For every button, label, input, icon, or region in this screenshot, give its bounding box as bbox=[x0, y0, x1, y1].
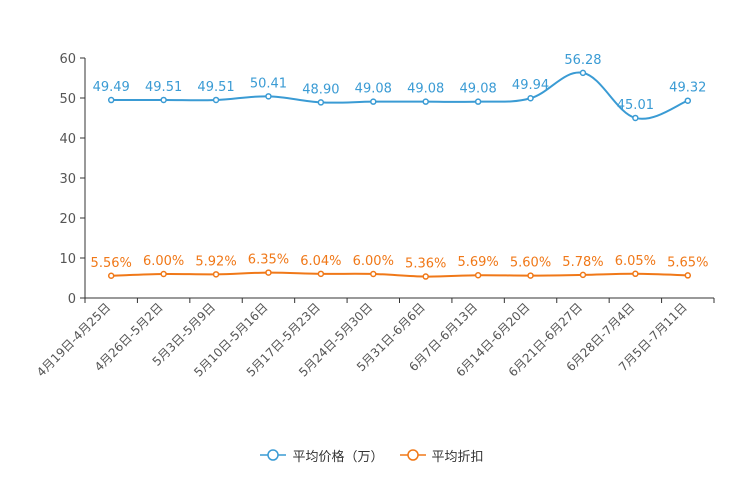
data-point[interactable] bbox=[632, 270, 639, 278]
data-point[interactable] bbox=[422, 273, 429, 280]
data-label: 49.08 bbox=[355, 82, 392, 97]
data-label: 6.05% bbox=[615, 254, 656, 269]
data-label: 49.08 bbox=[460, 82, 497, 97]
series-line-1 bbox=[111, 271, 688, 278]
data-label: 48.90 bbox=[302, 82, 339, 97]
y-tick-label: 0 bbox=[68, 292, 76, 307]
data-label: 5.78% bbox=[562, 255, 603, 270]
y-tick-label: 20 bbox=[59, 212, 76, 227]
data-label: 6.35% bbox=[248, 253, 289, 268]
data-point[interactable] bbox=[265, 269, 272, 276]
data-label: 5.56% bbox=[91, 256, 132, 271]
data-label: 49.08 bbox=[407, 82, 444, 97]
data-label: 49.51 bbox=[145, 80, 182, 95]
legend: 平均价格（万） 平均折扣 bbox=[0, 443, 744, 467]
data-label: 56.28 bbox=[564, 53, 601, 68]
data-point[interactable] bbox=[370, 270, 377, 278]
legend-item-price[interactable]: 平均价格（万） bbox=[260, 446, 384, 465]
data-label: 45.01 bbox=[617, 98, 654, 113]
data-label: 5.36% bbox=[405, 257, 446, 272]
data-point[interactable] bbox=[265, 93, 272, 100]
legend-price-marker bbox=[260, 449, 287, 461]
data-label: 49.94 bbox=[512, 78, 549, 93]
data-label: 6.00% bbox=[353, 254, 394, 269]
data-label: 6.04% bbox=[300, 254, 341, 269]
data-label: 5.60% bbox=[510, 256, 551, 271]
data-point[interactable] bbox=[474, 271, 482, 279]
data-point[interactable] bbox=[579, 69, 587, 77]
data-point[interactable] bbox=[212, 271, 220, 278]
data-point[interactable] bbox=[370, 98, 377, 105]
y-tick-label: 10 bbox=[59, 252, 76, 267]
data-point[interactable] bbox=[160, 270, 167, 278]
data-point[interactable] bbox=[579, 271, 587, 279]
data-label: 50.41 bbox=[250, 76, 287, 91]
data-label: 6.00% bbox=[143, 254, 184, 269]
data-point[interactable] bbox=[684, 272, 692, 279]
data-point[interactable] bbox=[684, 97, 692, 104]
data-label: 5.92% bbox=[195, 254, 236, 269]
legend-price-label: 平均价格（万） bbox=[292, 449, 384, 465]
data-point[interactable] bbox=[632, 114, 639, 122]
data-label: 5.65% bbox=[667, 255, 708, 270]
data-label: 49.51 bbox=[197, 80, 234, 95]
y-tick-label: 40 bbox=[59, 132, 76, 147]
data-point[interactable] bbox=[317, 270, 325, 278]
data-point[interactable] bbox=[527, 272, 534, 279]
data-point[interactable] bbox=[527, 94, 534, 102]
data-point[interactable] bbox=[212, 96, 220, 104]
legend-discount-label: 平均折扣 bbox=[431, 449, 484, 465]
y-tick-label: 50 bbox=[59, 92, 76, 107]
data-label: 5.69% bbox=[457, 255, 498, 270]
data-label: 49.49 bbox=[93, 80, 130, 95]
data-point[interactable] bbox=[160, 96, 167, 104]
legend-discount-marker bbox=[399, 449, 426, 461]
data-point[interactable] bbox=[107, 96, 115, 104]
data-point[interactable] bbox=[317, 99, 325, 106]
data-point[interactable] bbox=[474, 98, 482, 105]
data-point[interactable] bbox=[107, 272, 115, 280]
y-tick-label: 30 bbox=[59, 172, 76, 187]
data-point[interactable] bbox=[422, 98, 429, 105]
data-label: 49.32 bbox=[669, 81, 706, 96]
legend-item-discount[interactable]: 平均折扣 bbox=[399, 446, 484, 465]
y-tick-label: 60 bbox=[59, 52, 76, 67]
